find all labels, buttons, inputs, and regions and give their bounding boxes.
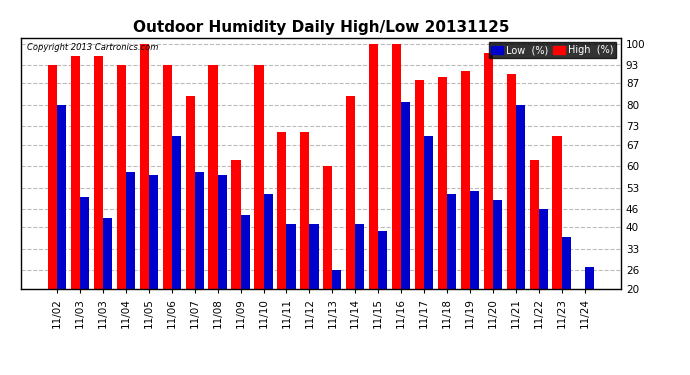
Bar (57, 105, 66, 289)
Bar (447, 194, 456, 289)
Bar (470, 191, 479, 289)
Bar (323, 166, 333, 289)
Bar (208, 65, 217, 289)
Bar (80, 197, 89, 289)
Bar (71, 56, 80, 289)
Bar (415, 80, 424, 289)
Bar (424, 135, 433, 289)
Bar (529, 160, 539, 289)
Title: Outdoor Humidity Daily High/Low 20131125: Outdoor Humidity Daily High/Low 20131125 (132, 20, 509, 35)
Bar (186, 96, 195, 289)
Bar (515, 105, 525, 289)
Bar (437, 77, 447, 289)
Bar (264, 194, 273, 289)
Bar (401, 102, 411, 289)
Text: Copyright 2013 Cartronics.com: Copyright 2013 Cartronics.com (27, 42, 158, 51)
Bar (539, 209, 548, 289)
Bar (355, 224, 364, 289)
Bar (117, 65, 126, 289)
Bar (195, 172, 204, 289)
Bar (241, 215, 250, 289)
Bar (346, 96, 355, 289)
Bar (126, 172, 135, 289)
Bar (48, 65, 57, 289)
Bar (300, 132, 309, 289)
Bar (584, 267, 593, 289)
Bar (277, 132, 286, 289)
Bar (369, 44, 378, 289)
Bar (392, 44, 401, 289)
Bar (255, 65, 264, 289)
Bar (562, 237, 571, 289)
Bar (493, 200, 502, 289)
Bar (163, 65, 172, 289)
Bar (149, 176, 158, 289)
Bar (506, 74, 515, 289)
Bar (484, 53, 493, 289)
Bar (94, 56, 103, 289)
Bar (286, 224, 295, 289)
Bar (333, 270, 342, 289)
Bar (103, 218, 112, 289)
Bar (553, 135, 562, 289)
Bar (378, 231, 387, 289)
Bar (461, 71, 470, 289)
Legend: Low  (%), High  (%): Low (%), High (%) (489, 42, 616, 58)
Bar (217, 176, 227, 289)
Bar (139, 44, 149, 289)
Bar (231, 160, 241, 289)
Bar (309, 224, 319, 289)
Bar (172, 135, 181, 289)
